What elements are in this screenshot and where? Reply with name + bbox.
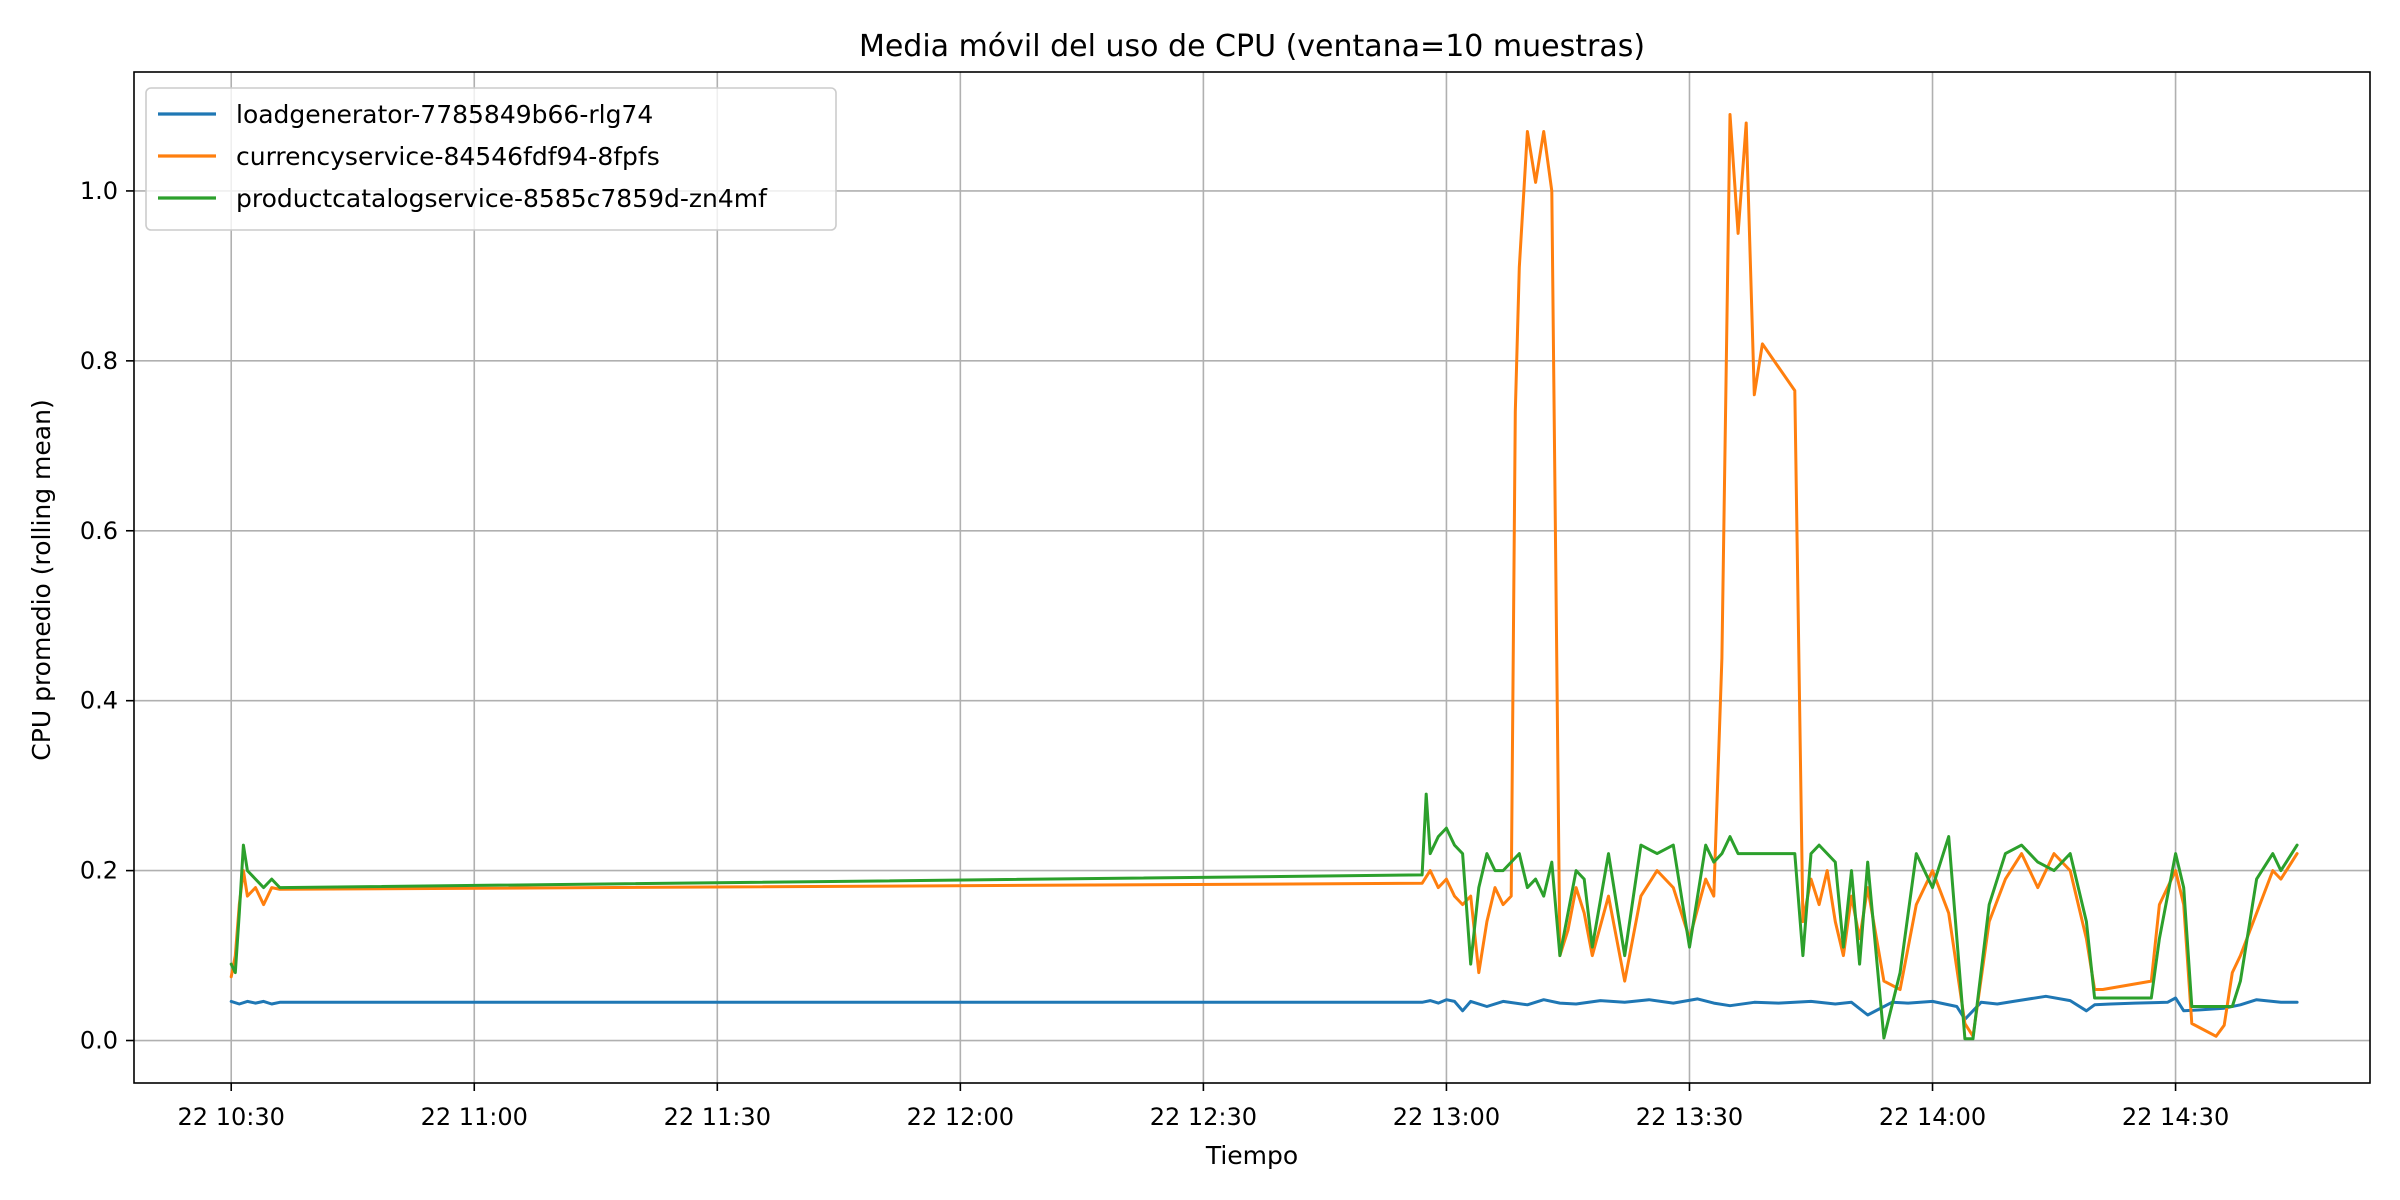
x-tick-label: 22 11:00 <box>421 1103 528 1131</box>
y-tick-label: 0.2 <box>80 857 118 885</box>
x-tick-label: 22 10:30 <box>178 1103 285 1131</box>
series-line-loadgenerator-7785849b66-rlg74 <box>229 994 2299 1021</box>
x-tick-label: 22 13:00 <box>1393 1103 1500 1131</box>
grid <box>134 72 2370 1083</box>
ticks: 22 10:30 22 11:00 22 11:30 22 12:00 22 12:30… <box>80 177 2229 1131</box>
y-tick-label: 1.0 <box>80 177 118 205</box>
x-tick-label: 22 12:00 <box>907 1103 1014 1131</box>
y-tick-label: 0.4 <box>80 687 118 715</box>
x-axis-label: Tiempo <box>1205 1141 1298 1170</box>
legend-label: currencyservice-84546fdf94-8fpfs <box>236 142 660 171</box>
y-tick-label: 0.0 <box>80 1027 118 1055</box>
chart-title: Media móvil del uso de CPU (ventana=10 m… <box>859 29 1645 64</box>
legend-label: productcatalogservice-8585c7859d-zn4mf <box>236 184 768 213</box>
x-tick-label: 22 12:30 <box>1150 1103 1257 1131</box>
series-line-productcatalogservice-8585c7859d-zn4mf <box>229 792 2299 1041</box>
series-lines <box>229 113 2299 1041</box>
y-tick-label: 0.8 <box>80 347 118 375</box>
y-tick-label: 0.6 <box>80 517 118 545</box>
y-axis-label: CPU promedio (rolling mean) <box>27 399 56 760</box>
legend-box <box>145 87 837 231</box>
legend-label: loadgenerator-7785849b66-rlg74 <box>236 100 653 129</box>
x-tick-label: 22 11:30 <box>664 1103 771 1131</box>
x-tick-label: 22 14:00 <box>1879 1103 1986 1131</box>
legend: loadgenerator-7785849b66-rlg74 currencyse… <box>145 87 837 231</box>
x-tick-label: 22 14:30 <box>2122 1103 2229 1131</box>
plot-frame <box>133 71 2371 1084</box>
x-tick-label: 22 13:30 <box>1636 1103 1743 1131</box>
